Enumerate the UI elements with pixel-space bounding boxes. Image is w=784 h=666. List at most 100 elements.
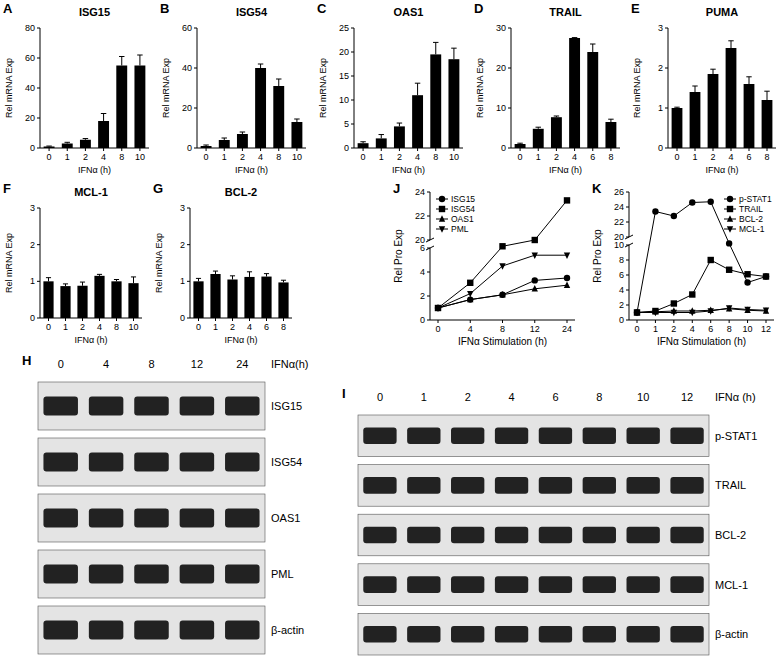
- blot-band: [451, 427, 484, 444]
- marker: [564, 275, 570, 281]
- x-tick-label: 10: [743, 324, 753, 334]
- lane-label: 12: [681, 391, 693, 403]
- blot-band: [134, 564, 169, 583]
- error-cap: [46, 277, 51, 278]
- x-tick-label: 2: [80, 322, 85, 332]
- error-bar: [97, 274, 102, 275]
- x-tick-label: 2: [83, 152, 88, 162]
- error-cap: [379, 134, 384, 135]
- row-label: TRAIL: [715, 479, 746, 491]
- legend-item: BCL-2: [724, 214, 763, 224]
- blot-strip: [38, 382, 265, 430]
- lane-label: 8: [148, 358, 154, 370]
- error-bar: [114, 280, 119, 282]
- marker: [467, 291, 473, 297]
- x-axis-label: IFNα Stimulation (h): [657, 336, 746, 347]
- x-tick-label: 0: [196, 322, 201, 332]
- legend-marker: [727, 196, 733, 202]
- x-tick-label: 0: [46, 322, 51, 332]
- x-tick: [610, 148, 611, 151]
- marker: [564, 197, 570, 203]
- marker: [744, 279, 750, 285]
- blot-band: [451, 527, 484, 544]
- bar: [80, 140, 91, 148]
- y-tick-label: 5: [344, 119, 349, 129]
- x-axis-label: IFNα (h): [224, 335, 257, 345]
- legend-marker: [439, 215, 445, 221]
- legend-label: ISG15: [451, 194, 475, 204]
- y-tick-label: 20: [415, 235, 425, 245]
- y-tick: [427, 248, 430, 249]
- y-tick: [187, 208, 190, 209]
- error-cap: [572, 37, 577, 38]
- x-tick: [567, 320, 568, 323]
- y-tick: [351, 148, 354, 149]
- y-tick: [427, 240, 430, 241]
- y-tick: [194, 148, 197, 149]
- bar: [358, 143, 369, 148]
- bar: [255, 68, 266, 148]
- error-cap: [397, 123, 402, 124]
- blot-row: [358, 613, 709, 655]
- error-bar: [554, 116, 559, 117]
- bar: [430, 54, 441, 148]
- plot-area: [44, 55, 146, 148]
- x-tick: [438, 320, 439, 323]
- plot-area: [672, 41, 773, 148]
- blot-band: [363, 626, 396, 643]
- chart-title: BCL-2: [225, 186, 257, 198]
- x-tick: [399, 148, 400, 151]
- error-cap: [692, 86, 697, 87]
- x-tick-label: 4: [572, 152, 577, 162]
- error-cap: [213, 271, 218, 272]
- marker: [564, 282, 570, 288]
- y-tick-label: 3: [30, 203, 35, 213]
- bar: [762, 100, 773, 148]
- marker: [532, 285, 538, 291]
- x-tick: [224, 148, 225, 151]
- marker: [532, 253, 538, 259]
- x-tick-label: 8: [727, 324, 732, 334]
- x-tick-label: 10: [449, 152, 459, 162]
- blot-band: [495, 477, 528, 494]
- y-tick-label: 20: [614, 232, 624, 242]
- y-tick: [626, 222, 629, 223]
- error-stem: [249, 272, 250, 277]
- y-tick: [427, 216, 430, 217]
- blot-row: [38, 550, 265, 598]
- x-tick: [65, 318, 66, 321]
- error-bar: [746, 77, 751, 84]
- blot-band: [583, 427, 616, 444]
- blot-band: [43, 620, 78, 639]
- error-stem: [103, 114, 104, 122]
- bar: [210, 274, 220, 318]
- x-tick: [747, 320, 748, 323]
- y-tick: [37, 118, 40, 119]
- panel-letter: J: [393, 181, 400, 196]
- x-axis: [40, 148, 149, 149]
- x-tick: [556, 148, 557, 151]
- error-bar: [213, 271, 218, 274]
- error-bar: [196, 278, 201, 281]
- y-tick-label: 22: [614, 217, 624, 227]
- bar: [672, 108, 683, 148]
- marker: [499, 243, 505, 249]
- y-tick: [665, 108, 668, 109]
- error-stem: [749, 77, 750, 84]
- error-bar: [451, 48, 456, 59]
- error-cap: [196, 278, 201, 279]
- y-tick: [37, 148, 40, 149]
- error-cap: [119, 56, 124, 57]
- marker: [708, 308, 714, 314]
- legend-marker: [727, 215, 733, 221]
- x-axis-label: IFNα (h): [78, 165, 111, 175]
- chart-title: MCL-1: [74, 186, 108, 198]
- x-tick: [85, 148, 86, 151]
- x-tick: [82, 318, 83, 321]
- x-tick: [99, 318, 100, 321]
- blot-band: [225, 396, 260, 415]
- marker: [671, 310, 677, 316]
- panel-letter: K: [592, 181, 602, 196]
- x-tick: [206, 148, 207, 151]
- legend-label: PML: [451, 224, 469, 234]
